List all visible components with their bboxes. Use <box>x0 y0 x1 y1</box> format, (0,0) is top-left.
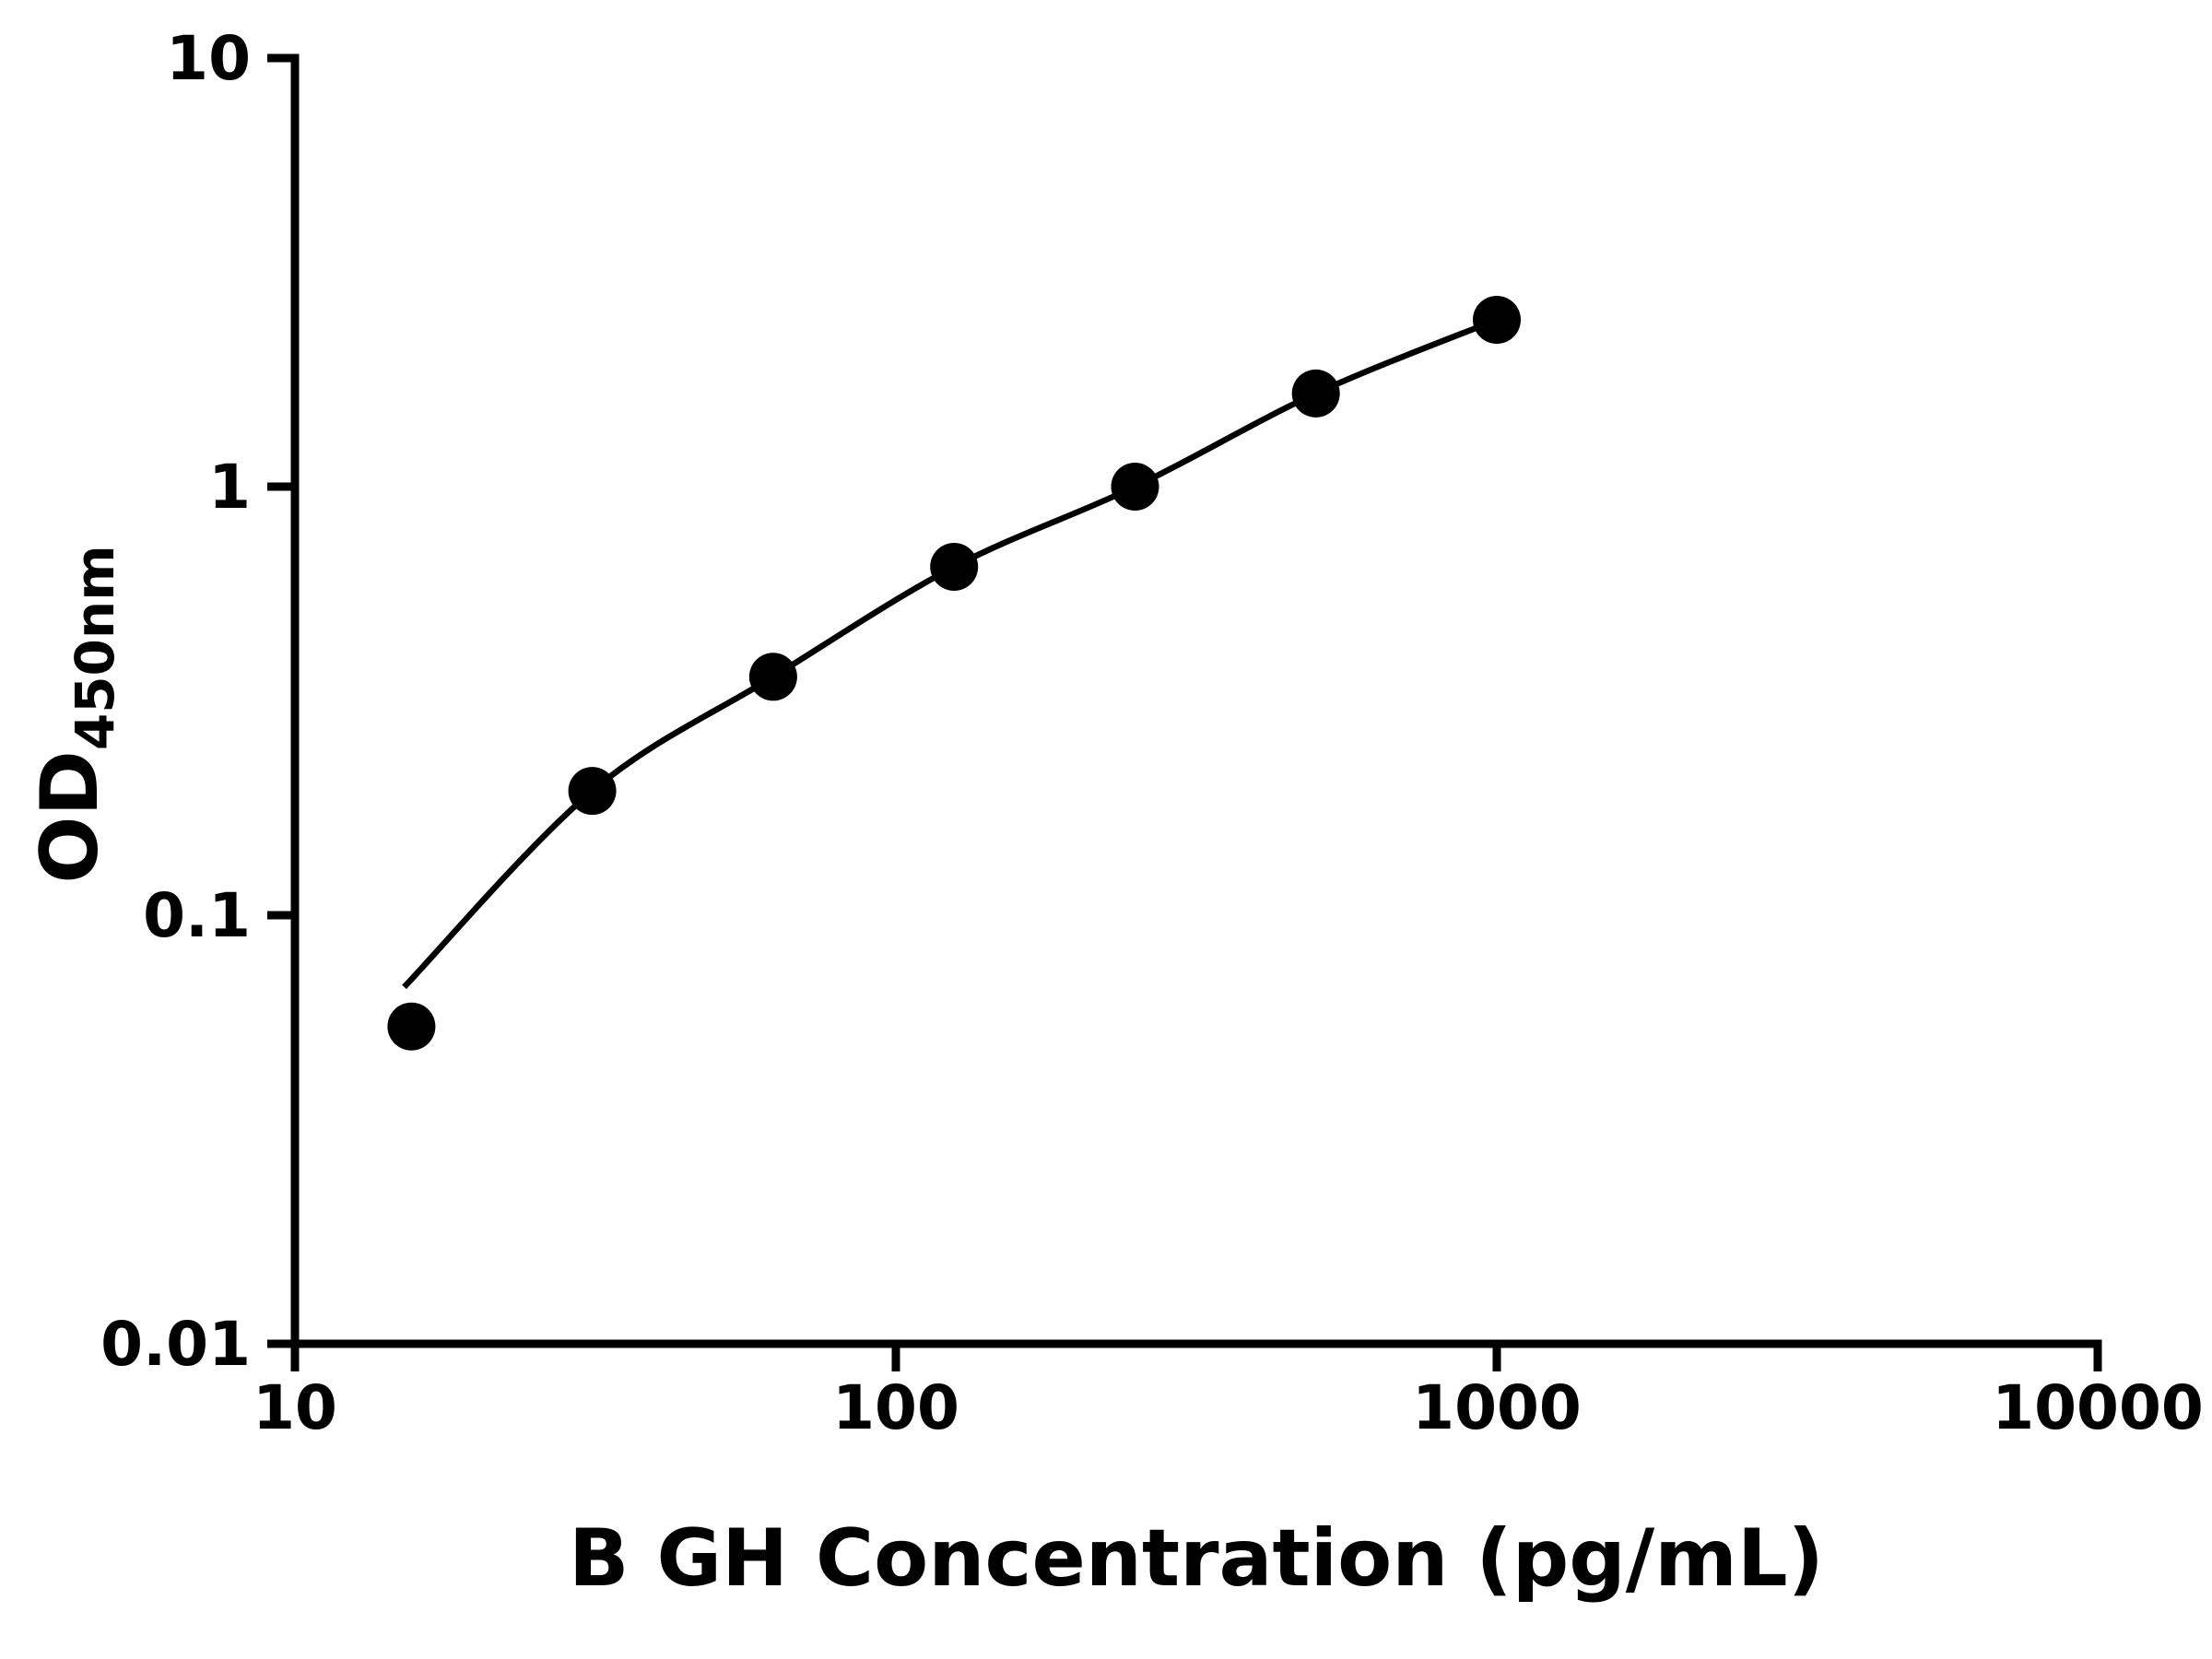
data-point-marker <box>930 543 979 591</box>
y-axis-title-main: OD <box>24 750 116 884</box>
x-tick-label: 1000 <box>1412 1372 1582 1443</box>
y-axis-title-subscript: 450nm <box>64 545 126 750</box>
x-axis-title: B GH Concentration (pg/mL) <box>569 1512 1824 1605</box>
y-tick-label: 1 <box>208 452 251 523</box>
y-tick-label: 0.01 <box>100 1309 251 1380</box>
y-axis-title: OD450nm <box>24 545 126 883</box>
data-point-marker <box>748 653 797 701</box>
x-tick-label: 100 <box>832 1372 959 1443</box>
x-tick-label: 10 <box>253 1372 337 1443</box>
data-point-marker <box>1291 369 1340 418</box>
data-points <box>387 296 1521 1051</box>
fit-curve <box>402 316 1499 990</box>
x-tick-label: 10000 <box>1992 1372 2204 1443</box>
y-tick-label: 10 <box>166 23 251 94</box>
x-axis-ticks: 10 100 1000 10000 <box>253 1344 2204 1443</box>
data-point-marker <box>387 1002 436 1051</box>
data-point-marker <box>1473 296 1521 344</box>
axis-spine <box>290 53 2102 1348</box>
data-point-marker <box>1111 463 1159 511</box>
y-tick-label: 0.1 <box>143 880 251 951</box>
y-axis-ticks: 0.01 0.1 1 10 <box>100 23 295 1380</box>
data-point-marker <box>568 767 617 816</box>
axes <box>290 53 2102 1348</box>
